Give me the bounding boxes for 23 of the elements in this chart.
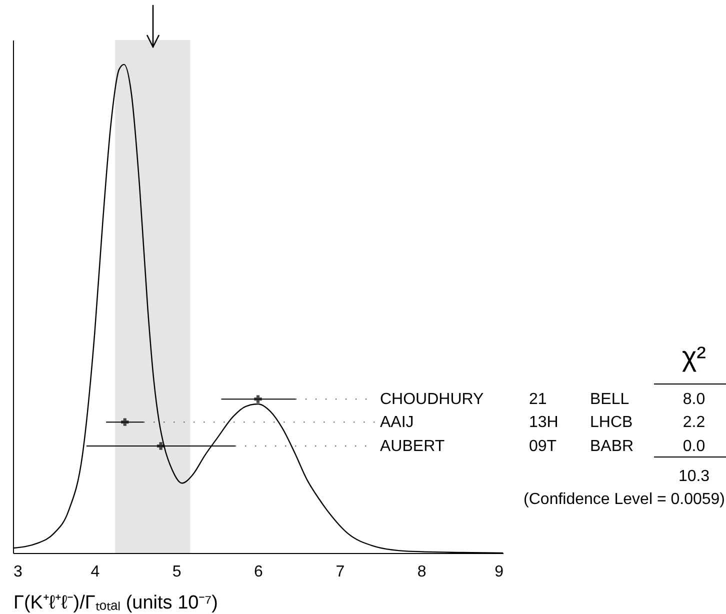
annotation: AUBERT [380,438,445,456]
text: χ² [682,341,706,372]
x-tick-label: 7 [336,564,345,580]
x-tick-label: 9 [494,564,504,580]
text: 8.0 [682,391,706,408]
text: 09T [529,438,557,456]
x-tick-label: 8 [417,564,426,580]
annotation: CHOUDHURY [380,391,484,408]
text: 10.3 [678,468,710,485]
x-tick-label: 4 [90,564,100,580]
text: 2.2 [682,414,706,432]
text: 0.0 [682,438,706,456]
annotation: AAIJ [380,414,414,432]
x-tick-label: 6 [254,564,264,580]
text: BABR [590,438,634,456]
text: 13H [529,414,558,432]
text: (Confidence Level = 0.0059) [524,491,725,508]
text: 21 [529,391,547,408]
x-tick-label: 3 [14,564,22,580]
text: LHCB [590,414,633,432]
text: BELL [590,391,630,408]
x-axis-title: Γ(K⁺ℓ⁺ℓ⁻)/Γₜₒₜₐₗ (units 10⁻⁷) [14,592,218,614]
x-tick-label: 5 [172,564,182,580]
